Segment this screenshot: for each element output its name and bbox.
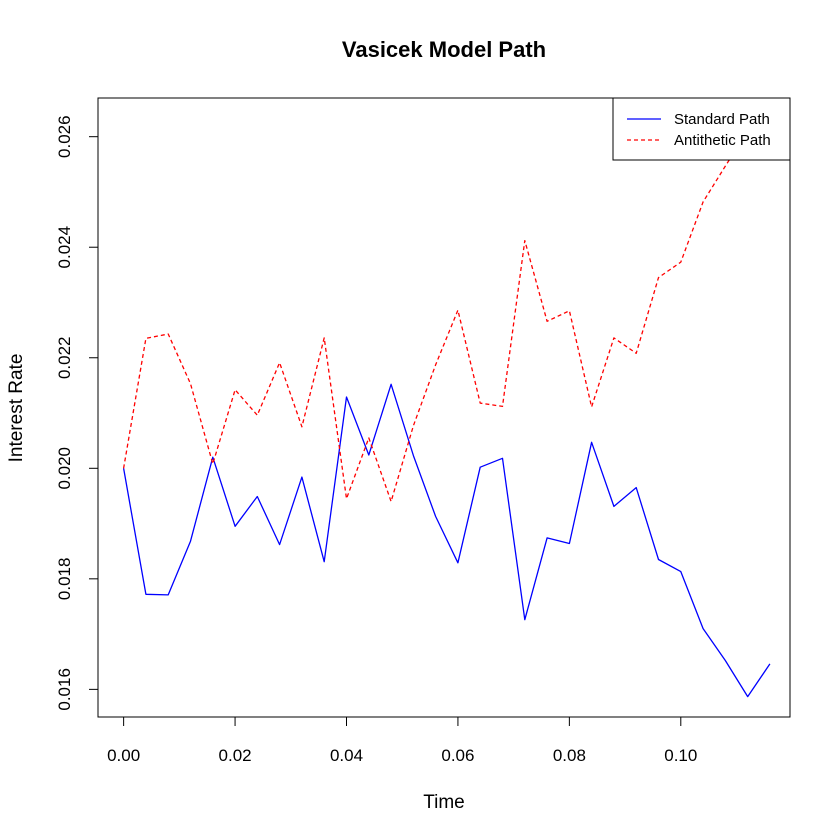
chart-title: Vasicek Model Path [342, 37, 546, 62]
x-tick-label: 0.10 [664, 746, 697, 765]
y-tick-label: 0.026 [55, 115, 74, 158]
x-tick-label: 0.06 [441, 746, 474, 765]
x-tick-label: 0.04 [330, 746, 363, 765]
legend-label-antithetic-path: Antithetic Path [674, 132, 771, 149]
series-line-standard-path [122, 383, 771, 698]
legend: Standard Path Antithetic Path [612, 97, 791, 161]
y-tick-label: 0.016 [55, 668, 74, 711]
plot-frame [97, 97, 791, 718]
y-tick-label: 0.018 [55, 558, 74, 601]
y-axis: 0.016 0.018 0.020 0.022 0.024 0.026 [55, 115, 99, 711]
x-tick-label: 0.00 [107, 746, 140, 765]
legend-label-standard-path: Standard Path [674, 111, 770, 128]
y-tick-label: 0.024 [55, 226, 74, 269]
x-axis-label: Time [423, 792, 465, 813]
series-layer [122, 98, 771, 698]
y-tick-label: 0.022 [55, 336, 74, 379]
y-tick-label: 0.020 [55, 447, 74, 490]
legend-box [612, 97, 791, 161]
x-axis: 0.00 0.02 0.04 0.06 0.08 0.10 [107, 716, 697, 765]
y-axis-label: Interest Rate [6, 354, 27, 463]
x-tick-label: 0.02 [219, 746, 252, 765]
x-tick-label: 0.08 [553, 746, 586, 765]
series-line-antithetic-path [122, 98, 768, 503]
